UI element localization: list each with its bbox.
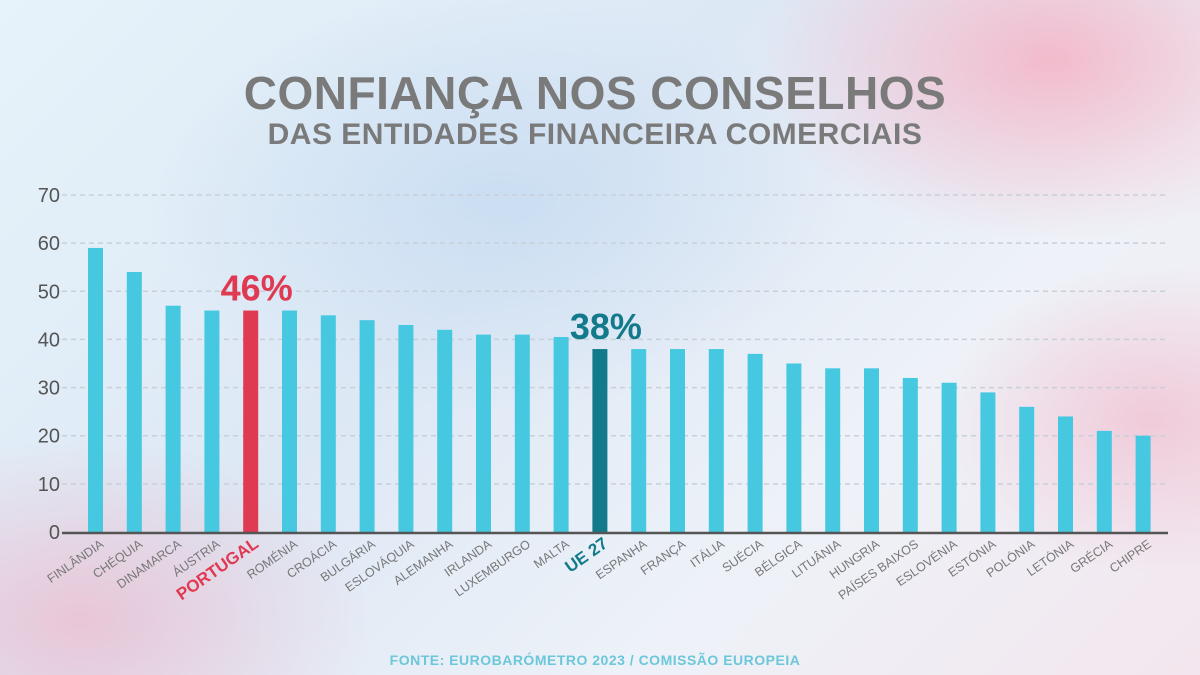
title-block: CONFIANÇA NOS CONSELHOS DAS ENTIDADES FI… xyxy=(0,68,1190,152)
bar xyxy=(786,363,802,532)
bar xyxy=(747,353,763,532)
y-tick-label: 50 xyxy=(38,281,60,303)
x-tick-label: GRÉCIA xyxy=(1067,536,1115,576)
y-tick-label: 40 xyxy=(38,329,60,351)
bar xyxy=(902,377,918,532)
bar xyxy=(864,368,879,532)
y-tick-label: 60 xyxy=(38,233,60,255)
chart-subtitle: DAS ENTIDADES FINANCEIRA COMERCIAIS xyxy=(267,118,923,151)
bar xyxy=(243,310,259,532)
bar xyxy=(1096,430,1112,532)
chart-title: CONFIANÇA NOS CONSELHOS xyxy=(243,67,947,119)
y-tick-label: 20 xyxy=(38,426,60,448)
bar xyxy=(476,334,491,532)
bar xyxy=(825,368,841,532)
bar xyxy=(1019,406,1035,532)
bar xyxy=(631,349,647,532)
bar xyxy=(941,382,957,532)
y-tick-label: 30 xyxy=(38,378,60,400)
bar xyxy=(359,320,375,532)
bar xyxy=(592,349,608,532)
x-tick-label: FRANÇA xyxy=(638,537,689,578)
y-tick-label: 70 xyxy=(38,185,60,207)
bar xyxy=(670,349,685,532)
bar xyxy=(514,334,530,532)
bar xyxy=(398,324,414,532)
x-tick-label: CHIPRE xyxy=(1107,537,1154,576)
data-label: 38% xyxy=(570,306,642,347)
bar xyxy=(126,272,142,532)
y-tick-label: 10 xyxy=(38,474,60,496)
bar xyxy=(708,349,724,532)
bar xyxy=(1135,435,1151,532)
bar xyxy=(553,337,569,532)
bar xyxy=(1058,416,1073,532)
bar xyxy=(320,315,336,532)
source-note: FONTE: EUROBARÓMETRO 2023 / COMISSÃO EUR… xyxy=(389,652,801,668)
bar xyxy=(88,247,103,532)
bar xyxy=(282,310,297,532)
bar xyxy=(165,305,181,532)
data-label: 46% xyxy=(221,268,293,309)
y-tick-label: 0 xyxy=(49,522,60,544)
bar xyxy=(980,392,996,532)
bar xyxy=(437,329,453,532)
bar xyxy=(204,310,220,532)
